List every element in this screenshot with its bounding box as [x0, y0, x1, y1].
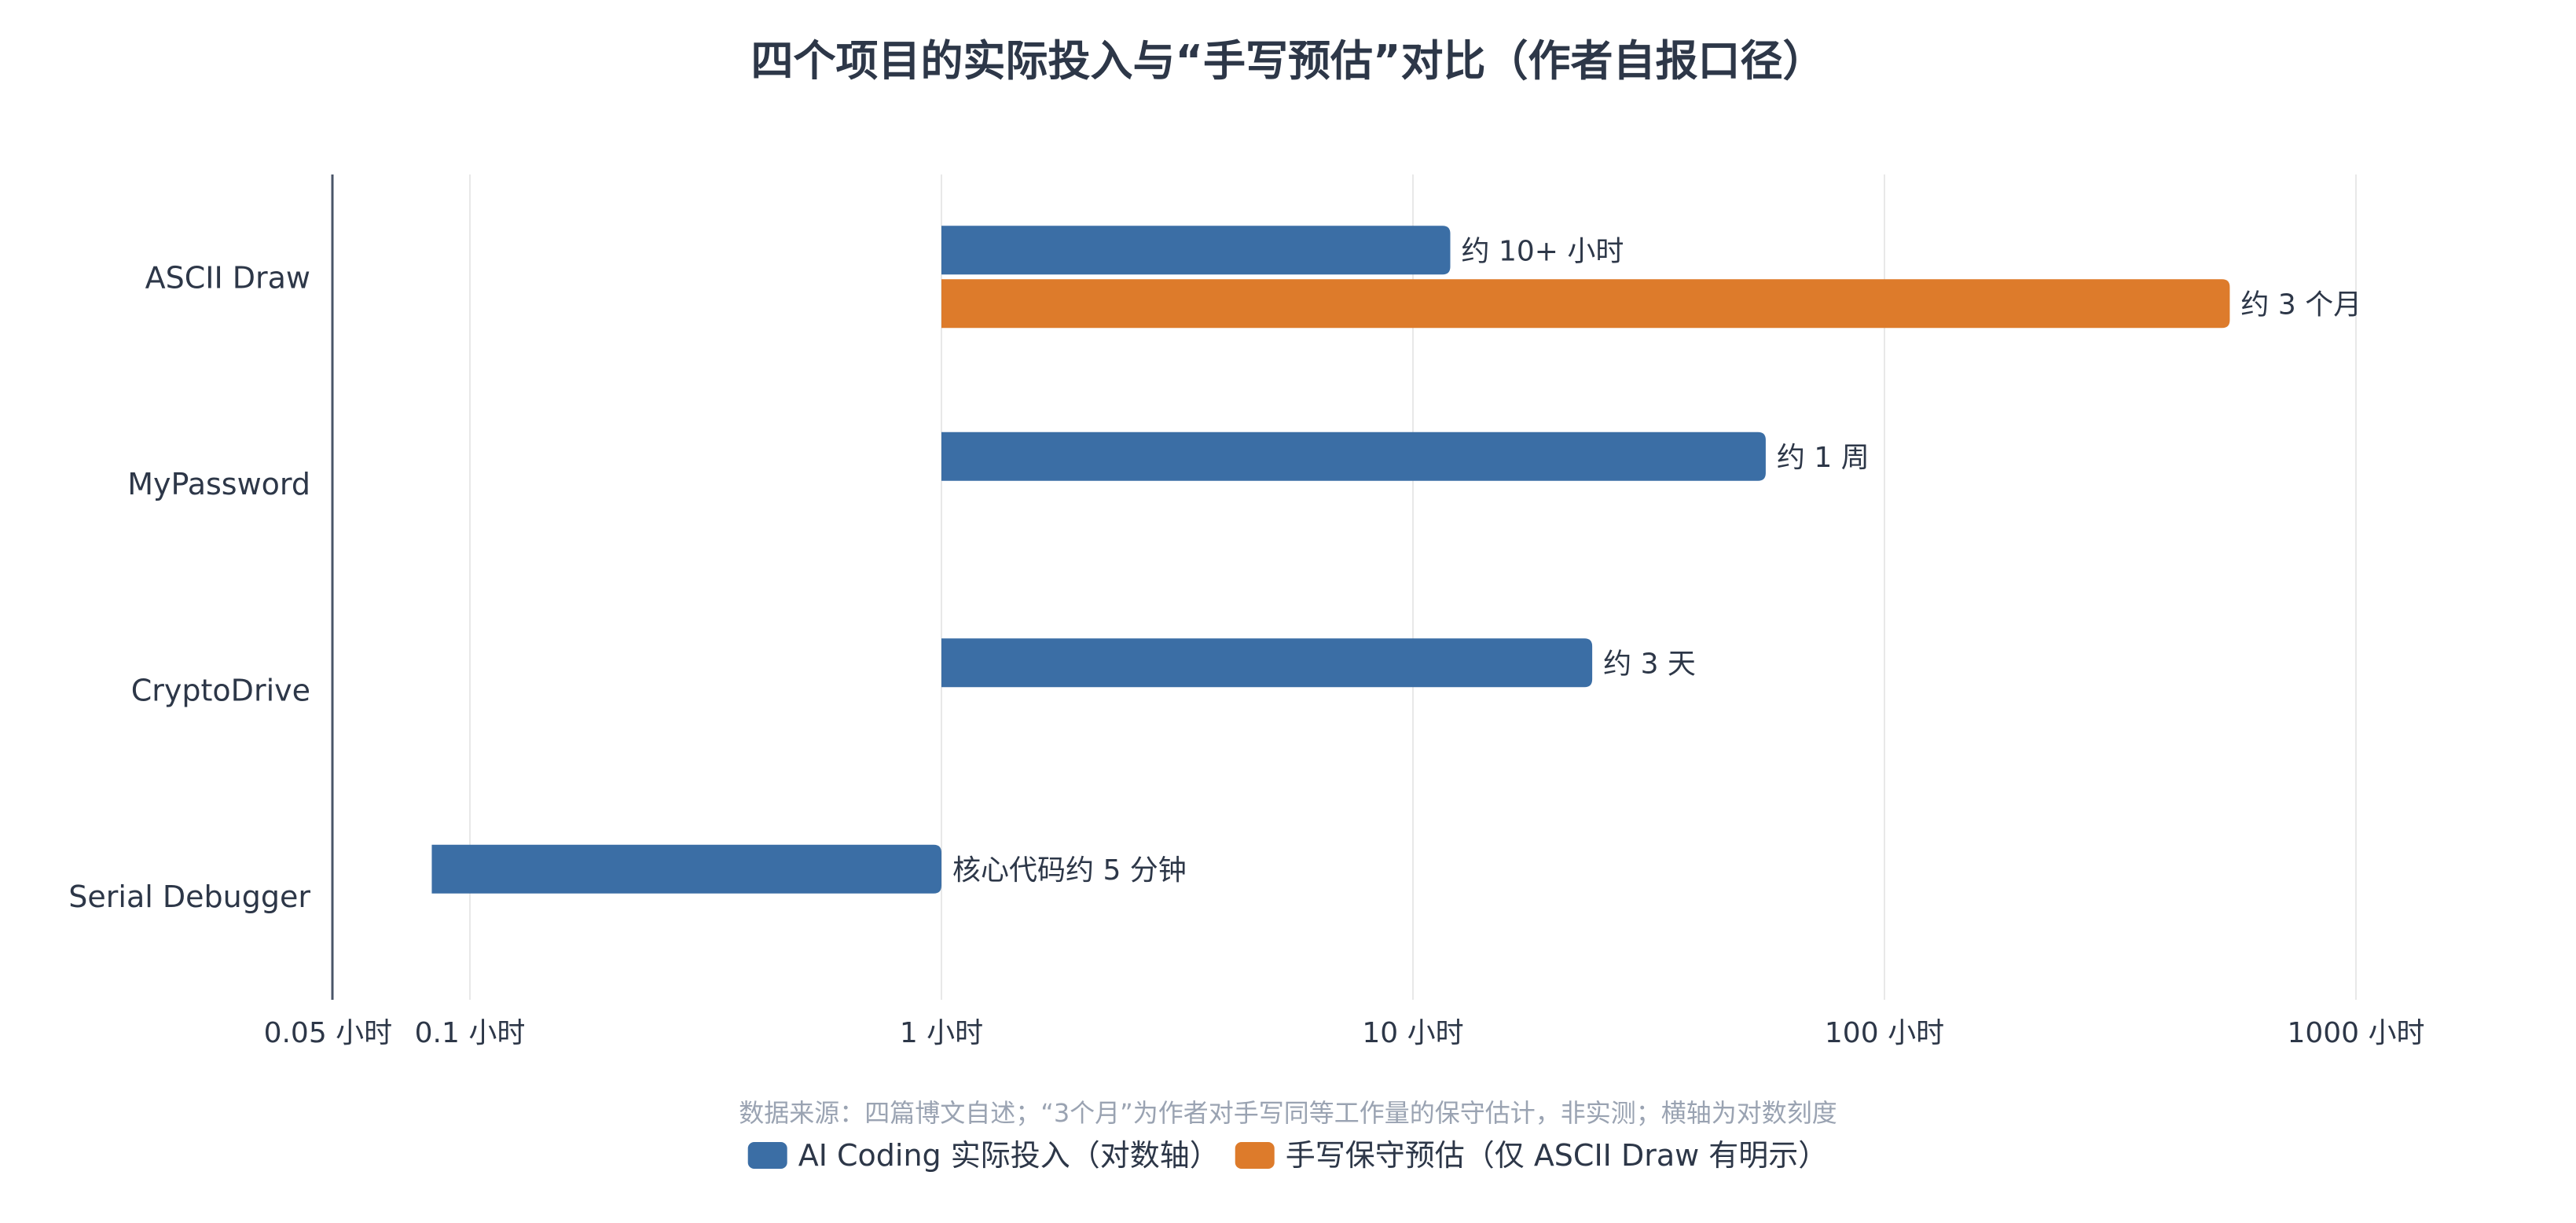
data-label: 约 3 个月 — [2240, 288, 2361, 321]
bar-ai-coding-3 — [431, 844, 941, 894]
bar-ai-coding-2 — [941, 638, 1593, 688]
x-tick-label: 0.1 小时 — [415, 1017, 526, 1049]
legend: AI Coding 实际投入（对数轴） 手写保守预估（仅 ASCII Draw 有… — [747, 1138, 1829, 1173]
bar-handwritten-0 — [941, 279, 2230, 329]
x-tick-label: 100 小时 — [1825, 1017, 1944, 1049]
category-label: Serial Debugger — [68, 880, 310, 914]
x-tick-label: 0.05 小时 — [264, 1017, 393, 1049]
x-tick-label: 1000 小时 — [2287, 1017, 2424, 1049]
data-label: 约 3 天 — [1603, 648, 1696, 680]
chart-title: 四个项目的实际投入与“手写预估”对比（作者自报口径） — [751, 36, 1826, 86]
data-label: 约 10+ 小时 — [1462, 235, 1624, 267]
category-labels: ASCII Draw MyPassword CryptoDrive Serial De… — [68, 260, 310, 914]
bar-ai-coding-0 — [941, 226, 1451, 275]
bars — [431, 226, 2230, 894]
legend-label: 手写保守预估（仅 ASCII Draw 有明示） — [1286, 1138, 1829, 1173]
bar-ai-coding-1 — [941, 432, 1766, 481]
category-label: CryptoDrive — [131, 673, 310, 707]
legend-label: AI Coding 实际投入（对数轴） — [798, 1138, 1220, 1173]
category-label: ASCII Draw — [145, 260, 310, 295]
legend-swatch — [1235, 1142, 1275, 1169]
x-tick-label: 10 小时 — [1362, 1017, 1463, 1049]
x-tick-label: 1 小时 — [900, 1017, 983, 1049]
category-label: MyPassword — [127, 467, 310, 501]
data-label: 约 1 周 — [1777, 442, 1870, 474]
source-note: 数据来源：四篇博文自述；“3个月”为作者对手写同等工作量的保守估计，非实测；横轴… — [739, 1098, 1837, 1128]
data-label: 核心代码约 5 分钟 — [952, 854, 1187, 887]
x-axis-ticks: 0.05 小时 0.1 小时 1 小时 10 小时 100 小时 1000 小时 — [264, 1017, 2425, 1049]
legend-swatch — [747, 1142, 787, 1169]
